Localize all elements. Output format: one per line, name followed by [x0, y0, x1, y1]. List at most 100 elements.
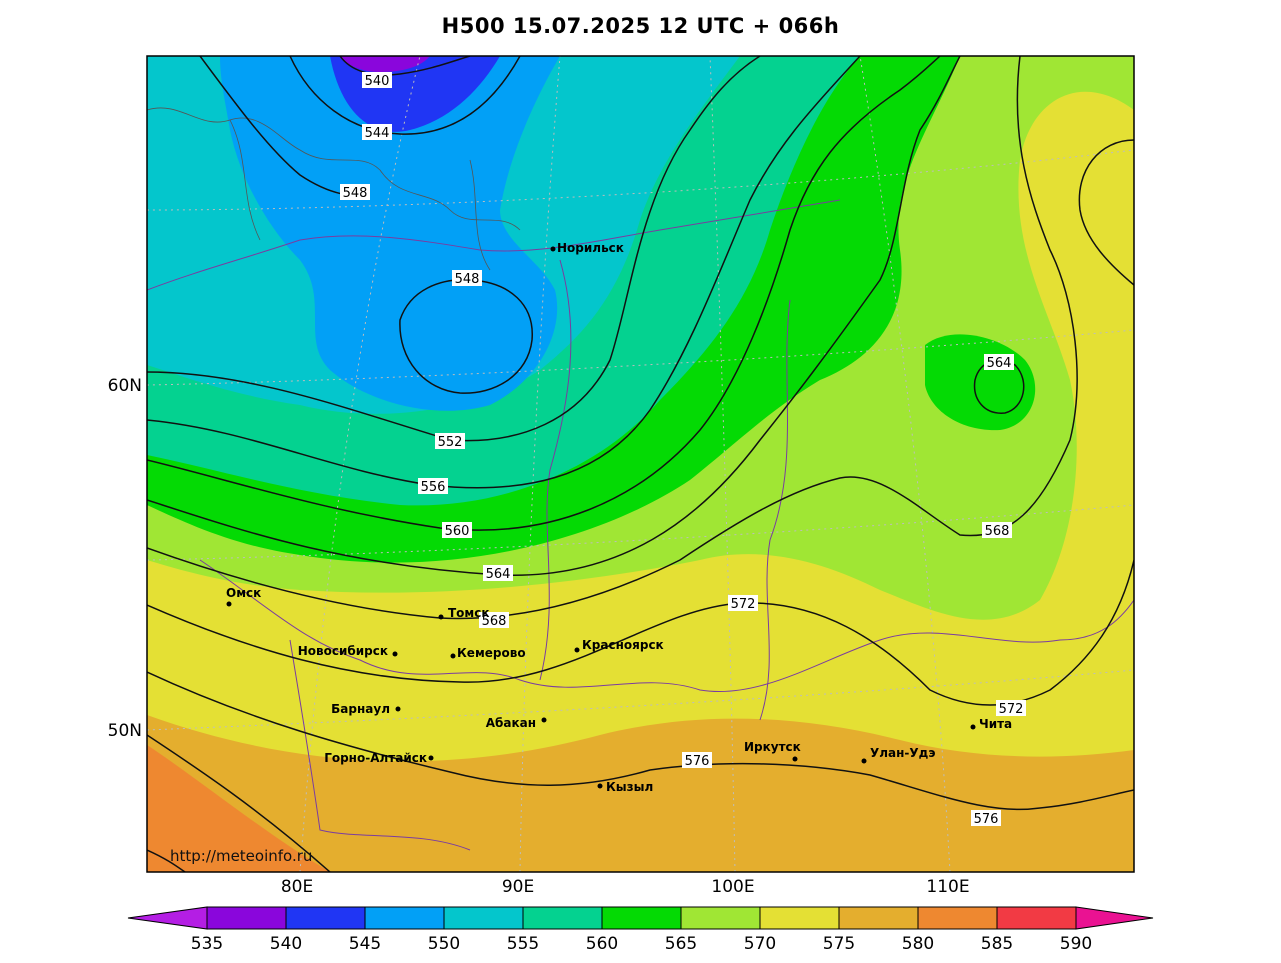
- contour-label: 572: [731, 597, 756, 612]
- city-label: Иркутск: [744, 740, 801, 754]
- lon-label: 90E: [502, 877, 534, 897]
- city-novosibirsk: Новосибирск: [298, 644, 398, 658]
- city-omsk: Омск: [226, 586, 261, 607]
- contour-label-564b: 564: [984, 354, 1014, 371]
- colorbar-tick-label: 565: [665, 934, 697, 954]
- coordinate-grid: [147, 56, 1134, 872]
- city-label: Кызыл: [606, 780, 653, 794]
- colorbar-segment: [364, 906, 445, 930]
- city-label: Томск: [448, 606, 490, 620]
- city-krasnoyarsk: Красноярск: [574, 638, 664, 653]
- city-label: Омск: [226, 586, 261, 600]
- city-gorno-altaisk: Горно-Алтайск: [324, 751, 434, 765]
- colorbar-tick-label: 575: [823, 934, 855, 954]
- contour-label-564: 564: [483, 565, 513, 582]
- contour-label-568b: 568: [982, 522, 1012, 539]
- contour-552: [147, 56, 761, 442]
- map-frame: [146, 55, 1135, 873]
- contour-548b: [399, 279, 533, 394]
- contour-label: 568: [985, 524, 1010, 539]
- contour-556: [147, 56, 861, 489]
- colorbar-low-arrow: [127, 906, 208, 930]
- lat-label: 50N: [108, 721, 142, 741]
- colorbar-tick-label: 555: [507, 934, 539, 954]
- axis-labels: 60N 50N 80E 90E 100E 110E: [108, 376, 970, 897]
- colorbar-tick-label: 580: [902, 934, 934, 954]
- contour-572: [147, 559, 1134, 706]
- contour-540: [339, 56, 471, 76]
- source-url: http://meteoinfo.ru: [170, 847, 312, 865]
- height-contours: [147, 56, 1134, 872]
- coastline: [147, 107, 521, 271]
- city-barnaul: Барнаул: [331, 702, 401, 716]
- contour-label-576a: 576: [682, 752, 712, 769]
- map-title: H500 15.07.2025 12 UTC + 066h: [441, 14, 840, 38]
- contour-label: 572: [999, 702, 1024, 717]
- height-fill-field: [147, 56, 1134, 872]
- city-label: Новосибирск: [298, 644, 388, 658]
- contour-label-572a: 572: [728, 595, 758, 612]
- colorbar-segment: [285, 906, 366, 930]
- contour-label-552: 552: [435, 433, 465, 450]
- city-norilsk: Норильск: [550, 241, 624, 255]
- colorbar: 535 540 545 550 555 560 565 570 575 580 585 590: [127, 906, 1154, 954]
- city-tomsk: Томск: [438, 606, 490, 620]
- colorbar-segment: [443, 906, 524, 930]
- contour-label-560: 560: [442, 522, 472, 539]
- contour-label: 576: [974, 812, 999, 827]
- contour-label-group: 540 544 548 548 552 556 560 564 568 572 …: [340, 72, 1026, 827]
- colorbar-segment: [759, 906, 840, 930]
- city-label: Абакан: [486, 716, 536, 730]
- colorbar-segment: [206, 906, 287, 930]
- colorbar-segment: [996, 906, 1077, 930]
- lon-label: 100E: [711, 877, 754, 897]
- colorbar-tick-label: 550: [428, 934, 460, 954]
- contour-560: [147, 56, 941, 531]
- contour-label: 544: [365, 126, 390, 141]
- colorbar-segment: [680, 906, 761, 930]
- colorbar-high-arrow: [1075, 906, 1154, 930]
- contour-label: 548: [343, 186, 368, 201]
- city-label: Чита: [979, 717, 1012, 731]
- colorbar-tick-label: 560: [586, 934, 618, 954]
- contour-564: [147, 56, 961, 576]
- contour-label: 552: [438, 435, 463, 450]
- city-kyzyl: Кызыл: [597, 780, 653, 794]
- lon-label: 110E: [926, 877, 969, 897]
- colorbar-segment: [522, 906, 603, 930]
- contour-label-568: 568: [479, 612, 509, 629]
- city-abakan: Абакан: [486, 716, 547, 730]
- city-label: Барнаул: [331, 702, 390, 716]
- contour-label: 560: [445, 524, 470, 539]
- contour-label: 556: [421, 480, 446, 495]
- colorbar-tick-label: 545: [349, 934, 381, 954]
- city-kemerovo: Кемерово: [450, 646, 526, 660]
- city-label: Горно-Алтайск: [324, 751, 427, 765]
- contour-label: 568: [482, 614, 507, 629]
- city-ulan-ude: Улан-Удэ: [861, 746, 935, 764]
- contour-label-572b: 572: [996, 700, 1026, 717]
- colorbar-tick-label: 585: [981, 934, 1013, 954]
- city-markers: Норильск Омск Томск Новосибирск Кемерово…: [226, 241, 1012, 794]
- colorbar-tick-label: 535: [191, 934, 223, 954]
- city-label: Красноярск: [582, 638, 664, 652]
- city-label: Норильск: [557, 241, 624, 255]
- contour-label: 564: [486, 567, 511, 582]
- contour-580: [147, 734, 331, 872]
- contour-568-east: [1078, 139, 1134, 286]
- contour-label: 564: [987, 356, 1012, 371]
- contour-label-540: 540: [362, 72, 392, 89]
- colorbar-tick-label: 590: [1060, 934, 1092, 954]
- contour-584: [147, 849, 186, 872]
- contour-label: 576: [685, 754, 710, 769]
- city-chita: Чита: [970, 717, 1012, 731]
- contour-label: 540: [365, 74, 390, 89]
- contour-544: [289, 56, 521, 135]
- lon-label: 80E: [281, 877, 313, 897]
- lat-label: 60N: [108, 376, 142, 396]
- contour-label-548a: 548: [340, 184, 370, 201]
- colorbar-tick-label: 540: [270, 934, 302, 954]
- city-label: Улан-Удэ: [870, 746, 935, 760]
- colorbar-segment: [838, 906, 919, 930]
- city-label: Кемерово: [457, 646, 526, 660]
